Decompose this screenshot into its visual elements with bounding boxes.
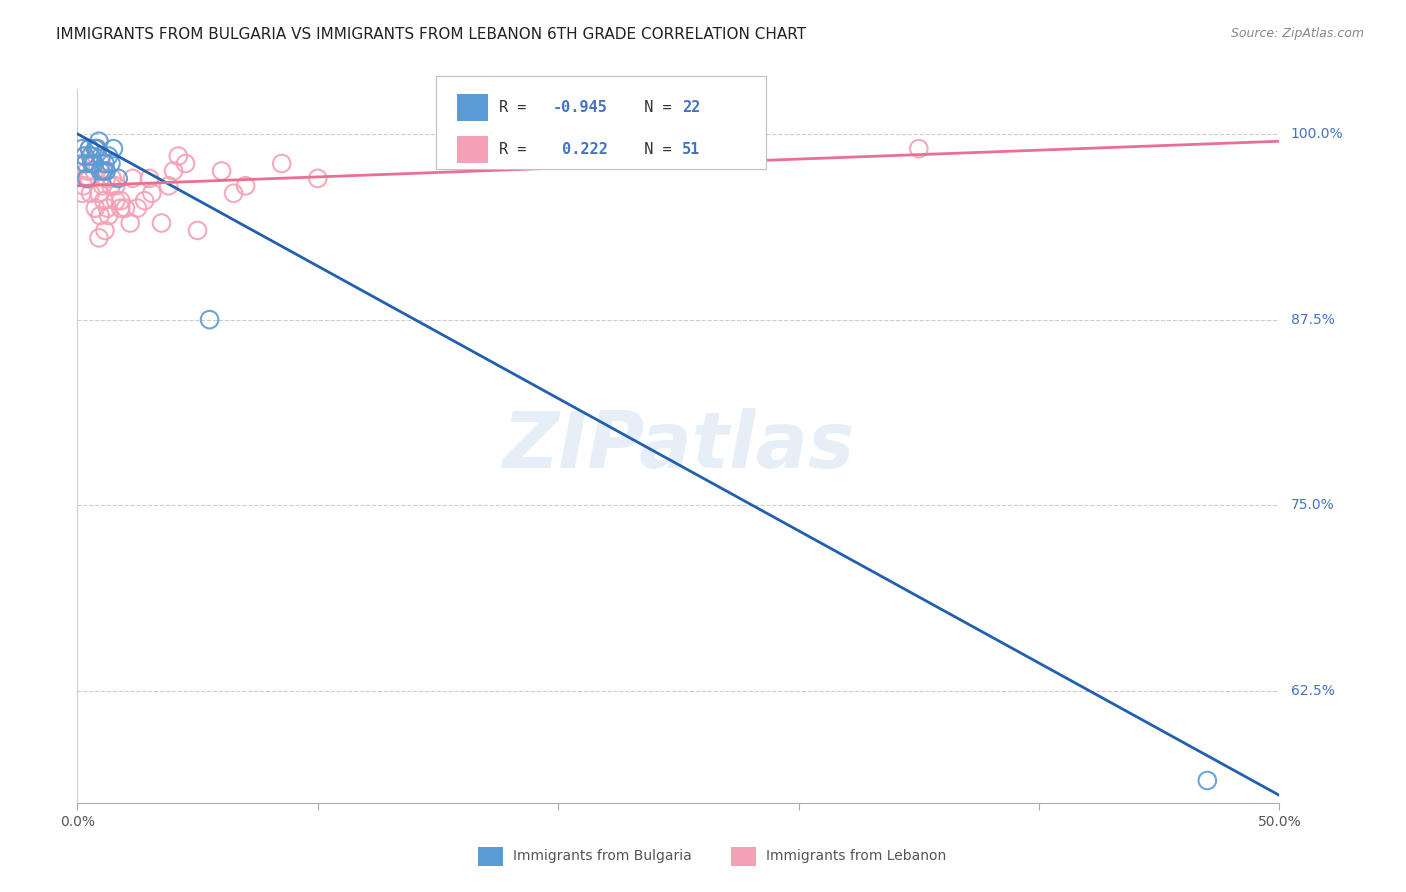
Point (79, 171, 101, 186)
Point (90, 149, 112, 163)
Point (97, 149, 120, 163)
Point (79, 186, 101, 201)
Point (157, 178, 180, 193)
Point (127, 201, 149, 215)
Point (94, 223, 117, 237)
Text: Source: ZipAtlas.com: Source: ZipAtlas.com (1230, 27, 1364, 40)
Point (211, 164, 233, 178)
Point (134, 194, 156, 208)
Text: IMMIGRANTS FROM BULGARIA VS IMMIGRANTS FROM LEBANON 6TH GRADE CORRELATION CHART: IMMIGRANTS FROM BULGARIA VS IMMIGRANTS F… (56, 27, 807, 42)
Point (79, 149, 101, 163)
Point (198, 312, 221, 326)
Point (94, 156, 117, 170)
Point (86, 142, 108, 156)
Point (89, 164, 111, 178)
Point (270, 156, 292, 170)
Point (97, 209, 120, 223)
Point (79, 142, 101, 156)
Point (93, 164, 115, 178)
Point (174, 156, 197, 170)
Point (90, 156, 112, 170)
Point (141, 186, 163, 201)
Point (167, 149, 190, 163)
Point (87, 142, 110, 156)
Point (138, 171, 160, 186)
Point (91, 178, 114, 193)
Point (121, 171, 143, 186)
Point (83, 164, 105, 178)
Point (75, 171, 97, 186)
Point (70, 186, 93, 201)
Point (93, 194, 115, 208)
Point (75, 156, 97, 170)
Point (73, 149, 96, 163)
Text: R =: R = (499, 100, 536, 115)
Point (83, 156, 105, 170)
Text: 100.0%: 100.0% (1291, 127, 1343, 141)
Text: N =: N = (626, 142, 681, 157)
Text: 0.222: 0.222 (553, 142, 607, 157)
Point (186, 223, 209, 237)
Point (77, 171, 100, 186)
Point (107, 171, 129, 186)
Point (1197, 773, 1219, 788)
Point (307, 171, 329, 186)
Point (222, 186, 245, 201)
Point (76, 171, 98, 186)
Point (87, 231, 110, 245)
Text: -0.945: -0.945 (553, 100, 607, 115)
Point (110, 201, 132, 215)
Point (96, 171, 118, 186)
Text: 51: 51 (682, 142, 700, 157)
Text: R =: R = (499, 142, 536, 157)
Point (79, 142, 101, 156)
Point (101, 171, 124, 186)
Point (76, 164, 98, 178)
Point (120, 216, 142, 230)
Point (84, 201, 107, 215)
Text: 62.5%: 62.5% (1291, 684, 1334, 698)
Point (96, 164, 118, 178)
Point (162, 164, 184, 178)
Point (84, 142, 107, 156)
Point (87, 186, 110, 201)
Point (100, 178, 122, 193)
Point (100, 156, 122, 170)
Text: 75.0%: 75.0% (1291, 499, 1334, 513)
Point (89, 209, 111, 223)
Text: Immigrants from Bulgaria: Immigrants from Bulgaria (513, 849, 692, 863)
Point (104, 194, 127, 208)
Point (80, 156, 103, 170)
Point (80, 149, 103, 163)
Point (70, 142, 93, 156)
Point (114, 201, 136, 215)
Text: ZIPatlas: ZIPatlas (502, 408, 855, 484)
Point (103, 142, 125, 156)
Point (82, 156, 104, 170)
Point (104, 178, 127, 193)
Text: Immigrants from Lebanon: Immigrants from Lebanon (766, 849, 946, 863)
Point (110, 194, 132, 208)
Point (72, 178, 94, 193)
Point (150, 216, 173, 230)
Point (70, 156, 93, 170)
Point (96, 201, 118, 215)
Text: 22: 22 (682, 100, 700, 115)
Point (235, 178, 257, 193)
Point (87, 134, 110, 148)
Point (908, 142, 931, 156)
Point (86, 142, 108, 156)
Text: 87.5%: 87.5% (1291, 312, 1334, 326)
Point (73, 149, 96, 163)
Text: N =: N = (626, 100, 681, 115)
